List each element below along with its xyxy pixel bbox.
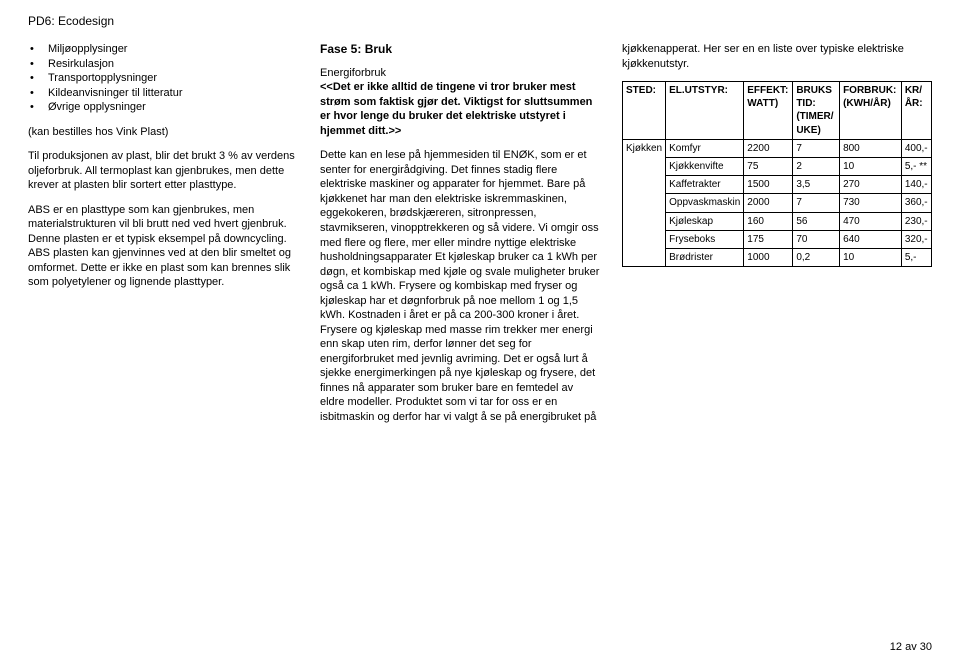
col-header: EL.UTSTYR: (666, 82, 744, 140)
col-header: FORBRUK: (KWH/ÅR) (840, 82, 902, 140)
cell: 3,5 (793, 176, 840, 194)
cell: 730 (840, 194, 902, 212)
bullet-list: Miljøopplysinger Resirkulasjon Transport… (28, 42, 298, 115)
cell: 10 (840, 248, 902, 266)
cell: 5,- (901, 248, 931, 266)
table-row: Kjøkken Komfyr 2200 7 800 400,- (623, 139, 932, 157)
column-2: Fase 5: Bruk Energiforbruk <<Det er ikke… (320, 42, 600, 424)
cell: Kjøkkenvifte (666, 157, 744, 175)
page-header: PD6: Ecodesign (28, 14, 932, 28)
table-body: Kjøkken Komfyr 2200 7 800 400,- Kjøkkenv… (623, 139, 932, 266)
cell: 56 (793, 212, 840, 230)
subheading: Energiforbruk (320, 66, 600, 81)
intro-text: kjøkkenapperat. Her ser en en liste over… (622, 42, 932, 71)
appliance-table: STED: EL.UTSTYR: EFFEKT: WATT) BRUKS TID… (622, 81, 932, 267)
cell: Komfyr (666, 139, 744, 157)
cell: 10 (840, 157, 902, 175)
list-item: Miljøopplysinger (48, 42, 298, 57)
cell: 400,- (901, 139, 931, 157)
list-item: Transportopplysninger (48, 71, 298, 86)
list-item: Øvrige opplysninger (48, 100, 298, 115)
table-row: Fryseboks 175 70 640 320,- (623, 230, 932, 248)
cell: 2000 (744, 194, 793, 212)
table-row: Brødrister 1000 0,2 10 5,- (623, 248, 932, 266)
cell: 2200 (744, 139, 793, 157)
cell: 7 (793, 139, 840, 157)
cell: 1500 (744, 176, 793, 194)
cell: 140,- (901, 176, 931, 194)
paragraph: Til produksjonen av plast, blir det bruk… (28, 149, 298, 193)
col-header: STED: (623, 82, 666, 140)
page-footer: 12 av 30 (890, 641, 932, 653)
col-header: BRUKS TID: (TIMER/ UKE) (793, 82, 840, 140)
cell: 1000 (744, 248, 793, 266)
cell: Oppvaskmaskin (666, 194, 744, 212)
paragraph: Dette kan en lese på hjemmesiden til ENØ… (320, 148, 600, 424)
table-row: Kaffetrakter 1500 3,5 270 140,- (623, 176, 932, 194)
cell: 5,- ** (901, 157, 931, 175)
cell: Fryseboks (666, 230, 744, 248)
list-item: Resirkulasjon (48, 57, 298, 72)
cell: 640 (840, 230, 902, 248)
cell: Kjøkken (623, 139, 666, 266)
cell: 160 (744, 212, 793, 230)
cell: 470 (840, 212, 902, 230)
cell: 800 (840, 139, 902, 157)
cell: 320,- (901, 230, 931, 248)
cell: 360,- (901, 194, 931, 212)
col-header: KR/ÅR: (901, 82, 931, 140)
cell: 75 (744, 157, 793, 175)
cell: 175 (744, 230, 793, 248)
table-row: Oppvaskmaskin 2000 7 730 360,- (623, 194, 932, 212)
table-row: Kjøkkenvifte 75 2 10 5,- ** (623, 157, 932, 175)
cell: Kaffetrakter (666, 176, 744, 194)
paragraph: ABS er en plasttype som kan gjenbrukes, … (28, 203, 298, 290)
table-header-row: STED: EL.UTSTYR: EFFEKT: WATT) BRUKS TID… (623, 82, 932, 140)
cell: 230,- (901, 212, 931, 230)
bold-quote: <<Det er ikke alltid de tingene vi tror … (320, 80, 600, 138)
cell: 70 (793, 230, 840, 248)
paragraph: (kan bestilles hos Vink Plast) (28, 125, 298, 140)
list-item: Kildeanvisninger til litteratur (48, 86, 298, 101)
content-columns: Miljøopplysinger Resirkulasjon Transport… (28, 42, 932, 424)
cell: 0,2 (793, 248, 840, 266)
col-header: EFFEKT: WATT) (744, 82, 793, 140)
column-3: kjøkkenapperat. Her ser en en liste over… (622, 42, 932, 424)
column-1: Miljøopplysinger Resirkulasjon Transport… (28, 42, 298, 424)
cell: Kjøleskap (666, 212, 744, 230)
cell: Brødrister (666, 248, 744, 266)
cell: 7 (793, 194, 840, 212)
section-title: Fase 5: Bruk (320, 42, 600, 58)
cell: 2 (793, 157, 840, 175)
cell: 270 (840, 176, 902, 194)
table-row: Kjøleskap 160 56 470 230,- (623, 212, 932, 230)
